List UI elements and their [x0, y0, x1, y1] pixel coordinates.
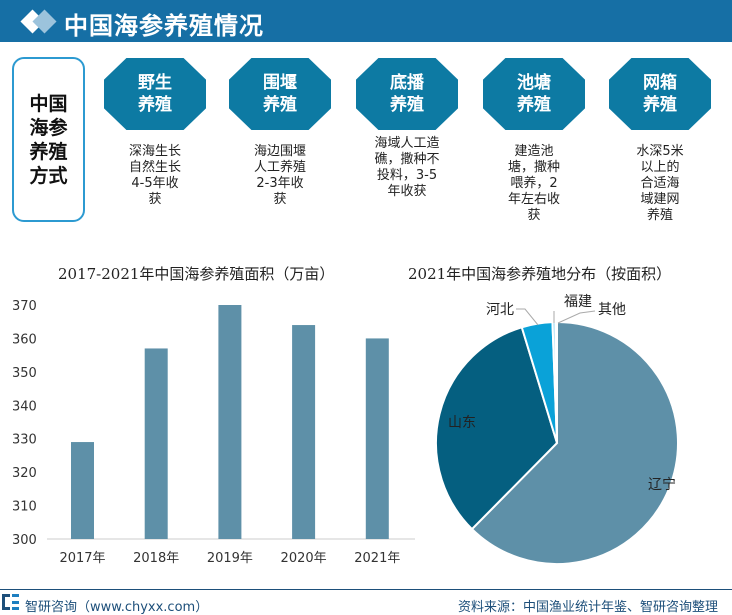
x-tick-label: 2020年: [281, 551, 327, 566]
method-description: 水深5米以上的合适海域建网养殖: [636, 144, 684, 223]
methods-label: 中国海参养殖方式: [29, 92, 68, 187]
pie-label: 其他: [598, 302, 626, 318]
footer-brand: 智研咨询（www.chyxx.com）: [25, 600, 209, 615]
method-description: 建造池塘，撒种喂养，2年左右收获: [507, 144, 560, 223]
bar: [292, 325, 316, 539]
pie-chart: 辽宁 山东 河北 福建 其他: [435, 294, 679, 565]
header-bar: 中国海参养殖情况: [0, 0, 732, 42]
method-badge: 野生养殖: [104, 58, 206, 130]
bar: [71, 442, 94, 539]
methods-label-box: 中国海参养殖方式: [12, 57, 85, 222]
method-badge: 围堰养殖: [229, 58, 331, 130]
x-tick-label: 2017年: [59, 551, 105, 566]
y-tick-label: 340: [12, 399, 37, 414]
method-name: 网箱养殖: [643, 73, 677, 115]
x-tick-label: 2018年: [133, 551, 179, 566]
x-tick-label: 2021年: [354, 551, 400, 566]
bar: [365, 338, 389, 539]
footer-divider: [0, 589, 732, 590]
y-tick-label: 330: [12, 433, 37, 448]
footer-source: 资料来源：中国渔业统计年鉴、智研咨询整理: [457, 600, 718, 615]
pie-chart-title: 2021年中国海参养殖地分布（按面积）: [408, 265, 672, 283]
method-badge: 网箱养殖: [609, 58, 711, 130]
pie-label: 河北: [486, 302, 514, 318]
y-tick-label: 350: [12, 366, 37, 381]
pie-label: 辽宁: [648, 476, 676, 493]
method-badge: 池塘养殖: [483, 58, 585, 130]
y-tick-label: 310: [12, 500, 37, 515]
y-tick-label: 320: [12, 466, 37, 481]
pie-slice: [554, 320, 558, 444]
method-name: 池塘养殖: [517, 73, 551, 115]
pie-label: 山东: [448, 415, 476, 431]
bar: [144, 348, 168, 539]
brand-logo-icon: [2, 594, 19, 610]
method-name: 底播养殖: [390, 73, 424, 115]
method-description: 海边围堰人工养殖2-3年收获: [253, 144, 306, 207]
bar: [218, 305, 242, 539]
method-name: 野生养殖: [138, 73, 172, 115]
method-badge: 底播养殖: [356, 58, 458, 130]
y-tick-label: 300: [12, 533, 37, 548]
y-tick-label: 370: [12, 299, 37, 314]
leader-line: [557, 310, 596, 324]
x-tick-label: 2019年: [207, 551, 253, 566]
leader-line: [516, 308, 539, 326]
method-name: 围堰养殖: [263, 73, 297, 115]
pie-label: 福建: [564, 294, 592, 310]
y-tick-label: 360: [12, 332, 37, 347]
pie-slice: [470, 320, 679, 565]
method-description: 海域人工造礁，撒种不投料，3-5年收获: [374, 136, 440, 199]
bar-chart-title: 2017-2021年中国海参养殖面积（万亩）: [58, 265, 335, 283]
page-title: 中国海参养殖情况: [64, 11, 264, 40]
bar-chart: 300 310 320 330 340 350 360 370 2017年 2018年 2019年 2…: [12, 299, 415, 566]
pie-slice: [435, 325, 559, 531]
method-description: 深海生长自然生长4-5年收获: [128, 144, 181, 207]
